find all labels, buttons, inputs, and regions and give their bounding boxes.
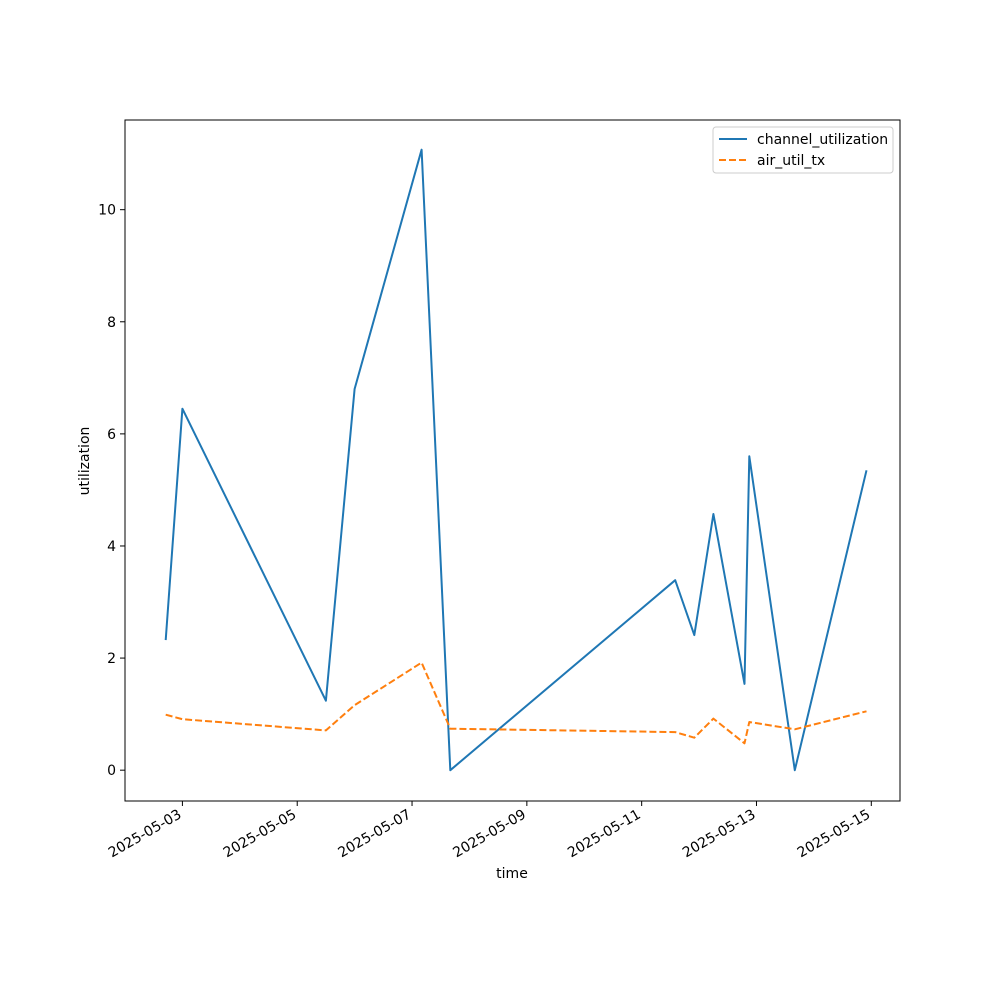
y-tick-label: 10 — [98, 203, 116, 219]
legend: channel_utilization air_util_tx — [712, 126, 894, 174]
y-axis-ticks: 0 2 4 6 8 10 — [98, 203, 125, 779]
legend-label-channel-utilization: channel_utilization — [757, 132, 888, 148]
plot-series — [164, 148, 868, 772]
plot-area-frame — [124, 119, 901, 802]
y-tick-label: 2 — [107, 651, 116, 667]
y-tick-label: 8 — [107, 315, 116, 331]
y-axis-label: utilization — [77, 427, 93, 496]
x-axis-label: time — [496, 866, 528, 882]
y-tick-label: 0 — [107, 763, 116, 779]
y-tick-label: 6 — [107, 427, 116, 443]
y-tick-label: 4 — [107, 539, 116, 555]
series-line-air-util-tx — [165, 661, 867, 745]
legend-label-air-util-tx: air_util_tx — [757, 153, 825, 169]
legend-box — [712, 126, 894, 174]
series-line-channel-utilization — [164, 148, 868, 772]
